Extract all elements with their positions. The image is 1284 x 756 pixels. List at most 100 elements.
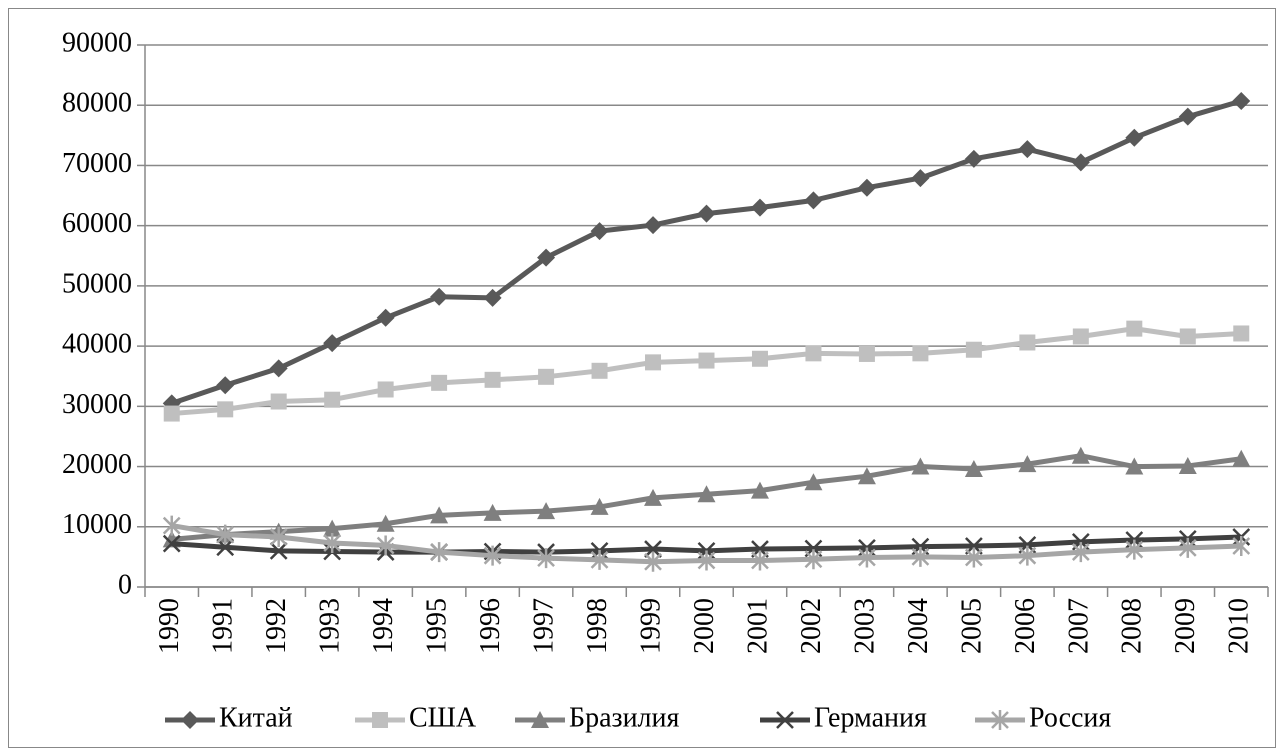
y-tick-label: 80000: [62, 88, 132, 119]
data-point: [430, 542, 449, 563]
data-point: [483, 503, 502, 521]
data-point: [216, 538, 235, 557]
legend-label: Германия: [814, 702, 927, 733]
data-point: [1018, 545, 1037, 566]
data-point: [216, 524, 235, 545]
data-point: [1179, 328, 1196, 345]
x-tick-label: 2007: [1063, 598, 1094, 654]
x-tick-label: 2005: [956, 598, 987, 654]
data-point: [269, 359, 288, 378]
legend-marker: [776, 711, 794, 729]
legend-label: Бразилия: [569, 702, 680, 733]
y-tick-label: 40000: [62, 329, 132, 360]
data-point: [912, 345, 929, 362]
data-point: [216, 376, 235, 395]
data-point: [377, 381, 394, 398]
legend-label: Китай: [219, 702, 293, 733]
data-point: [269, 527, 288, 548]
data-point: [964, 149, 983, 168]
data-point: [697, 485, 716, 503]
data-point: [1071, 446, 1090, 464]
x-tick-label: 2006: [1010, 598, 1041, 654]
data-point: [1232, 92, 1251, 111]
data-point: [805, 345, 822, 362]
x-tick-label: 1996: [475, 598, 506, 654]
data-point: [857, 467, 876, 485]
data-point: [1125, 128, 1144, 147]
data-point: [644, 216, 663, 235]
data-point: [431, 374, 448, 391]
data-point: [751, 550, 769, 571]
x-tick-label: 1997: [528, 598, 559, 654]
data-point: [1178, 107, 1197, 126]
data-point: [538, 368, 555, 385]
x-tick-label: 1990: [154, 598, 185, 654]
data-point: [1019, 334, 1036, 351]
data-point: [162, 515, 181, 536]
x-tick-label: 2010: [1224, 598, 1255, 654]
data-point: [644, 540, 662, 558]
data-point: [1232, 536, 1251, 557]
x-tick-label: 1994: [368, 598, 399, 654]
y-tick-label: 0: [118, 569, 132, 600]
data-point: [1126, 320, 1143, 337]
x-tick-label: 1995: [422, 598, 453, 654]
data-point: [537, 502, 556, 520]
x-tick-label: 2004: [903, 598, 934, 654]
data-point: [537, 248, 556, 267]
data-point: [1178, 456, 1197, 474]
y-tick-label: 60000: [62, 208, 132, 239]
data-point: [270, 393, 287, 410]
data-point: [644, 551, 662, 572]
y-tick-label: 10000: [62, 509, 132, 540]
data-point: [376, 535, 395, 556]
y-tick-label: 30000: [62, 389, 132, 420]
data-point: [430, 506, 449, 524]
data-point: [162, 534, 181, 553]
data-point: [590, 549, 609, 570]
data-point: [1125, 539, 1144, 560]
data-point: [483, 288, 502, 307]
data-point: [751, 350, 768, 367]
legend-label: Россия: [1029, 702, 1111, 733]
data-point: [1233, 325, 1250, 342]
y-tick-label: 90000: [62, 27, 132, 58]
data-point: [537, 548, 555, 569]
data-point: [430, 287, 449, 306]
x-tick-label: 2001: [742, 598, 773, 654]
data-point: [163, 405, 180, 422]
data-point: [857, 178, 876, 197]
data-point: [269, 541, 288, 560]
data-point: [323, 519, 342, 537]
data-point: [324, 391, 341, 408]
legend-label: США: [409, 702, 477, 733]
data-point: [1071, 542, 1090, 563]
data-point: [376, 514, 395, 532]
data-point: [591, 362, 608, 379]
x-tick-label: 1992: [261, 598, 292, 654]
x-tick-label: 2009: [1170, 598, 1201, 654]
x-tick-label: 2000: [689, 598, 720, 654]
data-point: [1072, 328, 1089, 345]
data-point: [1125, 457, 1144, 475]
data-point: [590, 222, 609, 241]
data-point: [964, 547, 983, 568]
y-tick-label: 50000: [62, 268, 132, 299]
data-point: [698, 352, 715, 369]
x-tick-label: 1998: [582, 598, 613, 654]
data-point: [965, 341, 982, 358]
legend-marker: [991, 710, 1009, 730]
legend-marker: [181, 711, 199, 729]
x-tick-label: 1991: [208, 598, 239, 654]
data-point: [1232, 449, 1251, 467]
y-tick-label: 20000: [62, 449, 132, 480]
data-point: [217, 401, 234, 418]
data-point: [750, 198, 769, 217]
legend-marker: [372, 712, 388, 728]
y-tick-label: 70000: [62, 148, 132, 179]
data-point: [858, 547, 876, 568]
data-point: [323, 533, 342, 554]
data-point: [911, 457, 930, 475]
